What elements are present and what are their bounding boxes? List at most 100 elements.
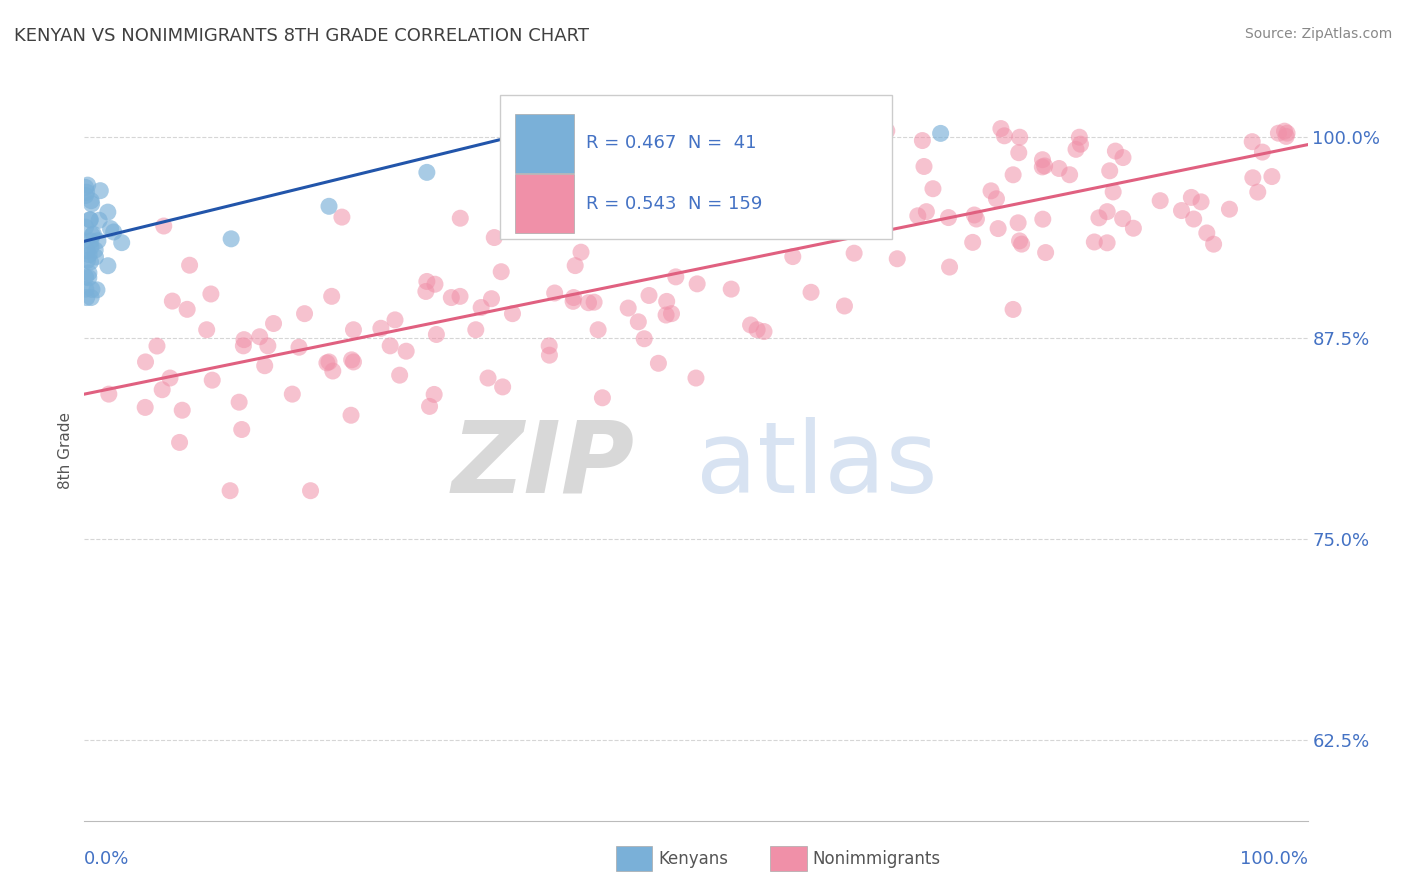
Point [1095,204,1118,219]
Point [97,205,120,219]
Point [1011,237,1033,252]
Point [84,250,107,264]
Point [263,317,285,331]
Point [1267,126,1289,140]
Point [464,323,486,337]
Text: atlas: atlas [696,417,938,514]
Point [80,197,103,211]
Point [755,214,778,228]
Point [1002,302,1025,317]
Point [489,265,512,279]
Point [97,387,120,401]
Point [1102,185,1125,199]
Point [470,301,492,315]
Point [294,307,316,321]
Text: Nonimmigrants: Nonimmigrants [813,850,941,868]
Text: Kenyans: Kenyans [658,850,728,868]
Point [318,199,340,213]
Point [1083,235,1105,249]
Point [169,435,191,450]
Point [342,323,364,337]
Text: ZIP: ZIP [451,417,634,514]
Point [1069,130,1091,145]
Point [86,283,108,297]
Point [907,209,929,223]
Point [97,259,120,273]
Point [384,313,406,327]
Point [502,307,524,321]
Point [569,245,592,260]
Point [111,235,134,250]
Point [82,228,104,243]
Point [82,227,104,242]
Point [77,248,100,262]
Point [79,212,101,227]
Point [1189,194,1212,209]
Point [638,288,661,302]
Point [89,213,111,227]
Point [922,182,945,196]
Point [747,133,769,147]
Point [990,121,1012,136]
Point [1104,144,1126,158]
Point [253,359,276,373]
Point [752,325,775,339]
Point [1111,211,1133,226]
Point [980,184,1002,198]
Point [912,160,935,174]
Point [782,250,804,264]
Point [340,352,363,367]
Point [1088,211,1111,225]
Point [938,211,960,225]
Point [1275,126,1298,140]
Point [1069,137,1091,152]
Y-axis label: 8th Grade: 8th Grade [58,412,73,489]
Point [938,260,960,274]
Point [281,387,304,401]
Point [1095,235,1118,250]
Point [232,339,254,353]
Point [1149,194,1171,208]
Point [395,344,418,359]
Point [288,340,311,354]
Point [257,339,280,353]
Point [134,401,156,415]
Point [370,321,392,335]
Point [1241,170,1264,185]
Point [544,285,567,300]
Point [842,246,865,260]
Point [135,355,157,369]
Point [484,230,506,244]
Point [617,301,640,315]
Point [538,348,561,362]
Point [146,339,169,353]
Point [340,409,363,423]
Point [89,184,111,198]
Point [1261,169,1284,184]
Point [80,194,103,208]
Point [963,208,986,222]
Point [492,380,515,394]
Point [76,291,98,305]
Point [416,275,439,289]
Point [915,204,938,219]
Point [342,355,364,369]
Point [747,323,769,337]
Point [993,128,1015,143]
FancyBboxPatch shape [515,174,574,234]
Text: 100.0%: 100.0% [1240,849,1308,868]
Point [80,234,103,248]
Point [987,221,1010,235]
Point [80,283,103,297]
Point [416,165,439,179]
Point [179,258,201,272]
Point [423,277,446,292]
Point [1218,202,1240,217]
Point [562,291,585,305]
Point [299,483,322,498]
Point [1202,237,1225,252]
Point [661,307,683,321]
Point [80,240,103,254]
Point [876,124,898,138]
Point [1122,221,1144,235]
